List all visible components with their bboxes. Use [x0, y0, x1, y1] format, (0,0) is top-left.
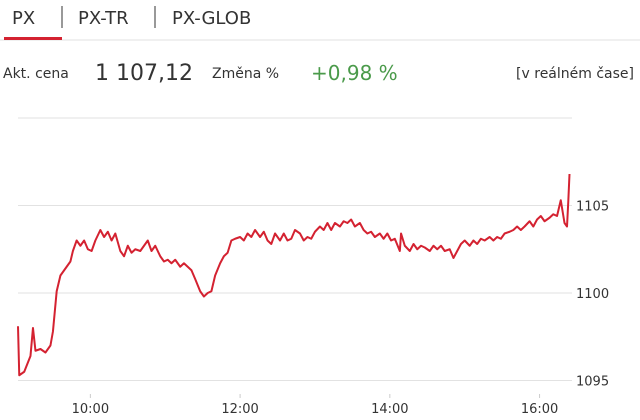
x-tick-label: 16:00 — [521, 402, 558, 417]
change-label: Změna % — [212, 66, 279, 82]
tab[interactable]: PX-TR — [78, 8, 129, 29]
tab[interactable]: PX — [12, 8, 35, 29]
y-tick-label: 1100 — [576, 287, 609, 302]
price: 1 107,12 — [95, 61, 193, 86]
y-tick-label: 1095 — [576, 375, 609, 390]
x-tick-label: 10:00 — [72, 402, 109, 417]
x-tick-label: 14:00 — [371, 402, 408, 417]
price-line — [17, 173, 571, 377]
price-label: Akt. cena — [3, 66, 69, 82]
y-tick-label: 1105 — [576, 200, 609, 215]
active-tab-underline — [4, 37, 62, 40]
realtime-note: [v reálném čase] — [516, 66, 634, 82]
tab[interactable]: PX-GLOB — [172, 8, 251, 29]
x-tick-label: 12:00 — [221, 402, 258, 417]
change: +0,98 % — [311, 61, 398, 85]
